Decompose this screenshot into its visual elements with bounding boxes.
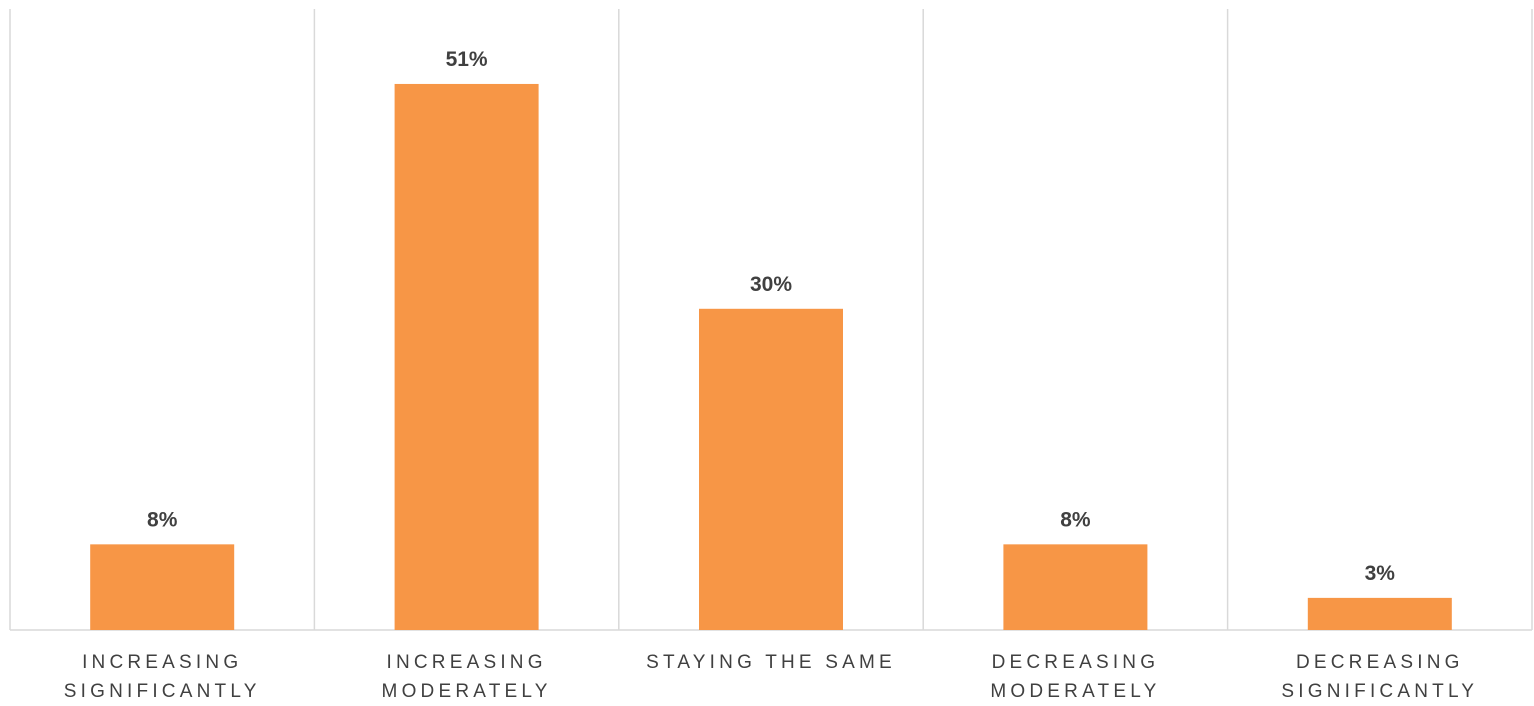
bar: [90, 544, 235, 630]
category-label: DECREASING MODERATELY: [990, 652, 1161, 702]
data-label: 8%: [1060, 508, 1091, 531]
category-label: STAYING THE SAME: [646, 652, 896, 673]
data-label: 8%: [147, 508, 178, 531]
bar: [394, 83, 539, 631]
data-label: 3%: [1365, 562, 1396, 585]
category-label: DECREASING SIGNIFICANTLY: [1281, 652, 1479, 702]
bar: [1003, 544, 1148, 630]
data-labels: 8% 51% 30% 8% 3%: [147, 48, 1395, 585]
category-label: INCREASING SIGNIFICANTLY: [63, 652, 261, 702]
bar: [1307, 597, 1452, 630]
data-label: 30%: [750, 273, 792, 296]
category-label: INCREASING MODERATELY: [381, 652, 552, 702]
bar: [699, 308, 843, 630]
bars: [90, 83, 1452, 631]
data-label: 51%: [446, 48, 488, 71]
